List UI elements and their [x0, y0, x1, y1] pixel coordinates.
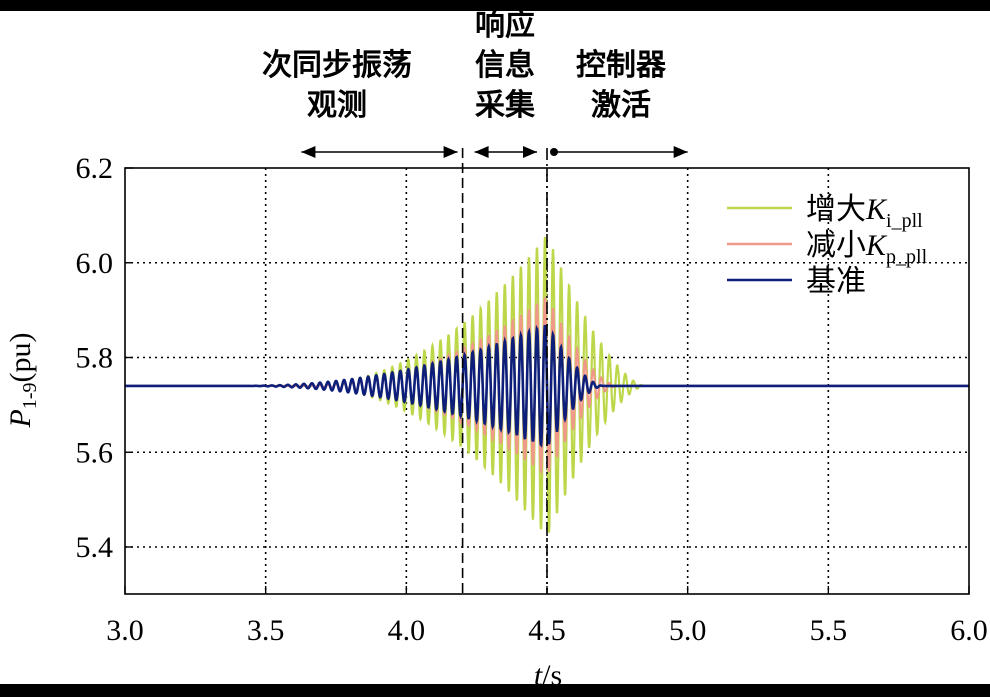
arrow-head-right-icon — [673, 146, 688, 158]
x-tick-label: 4.0 — [388, 614, 426, 647]
annotation-text: 观测 — [307, 88, 367, 123]
x-tick-label: 5.0 — [669, 614, 707, 647]
legend-label: 基准 — [806, 265, 866, 298]
x-tick-label: 3.5 — [247, 614, 285, 647]
legend-label: 减小Kp_pll — [806, 229, 928, 268]
legend-label: 增大Ki_pll — [806, 193, 923, 232]
arrow-head-right-icon — [523, 146, 537, 158]
y-tick-label: 6.2 — [76, 152, 114, 185]
annotation-text: 次同步振荡 — [262, 48, 412, 83]
x-tick-label: 6.0 — [950, 614, 988, 647]
annotation-text: 响应 — [475, 11, 535, 43]
arrow-start-dot-icon — [550, 148, 558, 156]
arrow-head-left-icon — [301, 146, 316, 158]
figure-page: 3.0 3.5 4.0 4.5 5.0 5.5 6.0 6.2 6.0 5.8 5.6 5.4 t/s P… — [0, 11, 990, 684]
y-tick-label: 5.8 — [76, 342, 114, 375]
x-tick-label: 5.5 — [810, 614, 848, 647]
y-axis-label: P1-9(pu) — [4, 333, 41, 429]
x-axis-label: t/s — [534, 659, 562, 684]
annotation-text: 采集 — [475, 88, 536, 123]
arrow-head-right-icon — [443, 146, 458, 158]
annotation-text: 信息 — [475, 48, 535, 83]
x-tick-label: 4.5 — [528, 614, 566, 647]
y-tick-label: 5.4 — [76, 531, 114, 564]
annotation-text: 激活 — [591, 88, 651, 123]
x-tick-label: 3.0 — [106, 614, 144, 647]
arrow-head-left-icon — [474, 146, 489, 158]
line-chart: 3.0 3.5 4.0 4.5 5.0 5.5 6.0 6.2 6.0 5.8 5.6 5.4 t/s P… — [4, 11, 988, 684]
y-tick-label: 5.6 — [76, 436, 114, 469]
annotation-text: 控制器 — [576, 48, 667, 83]
y-tick-label: 6.0 — [76, 247, 114, 280]
